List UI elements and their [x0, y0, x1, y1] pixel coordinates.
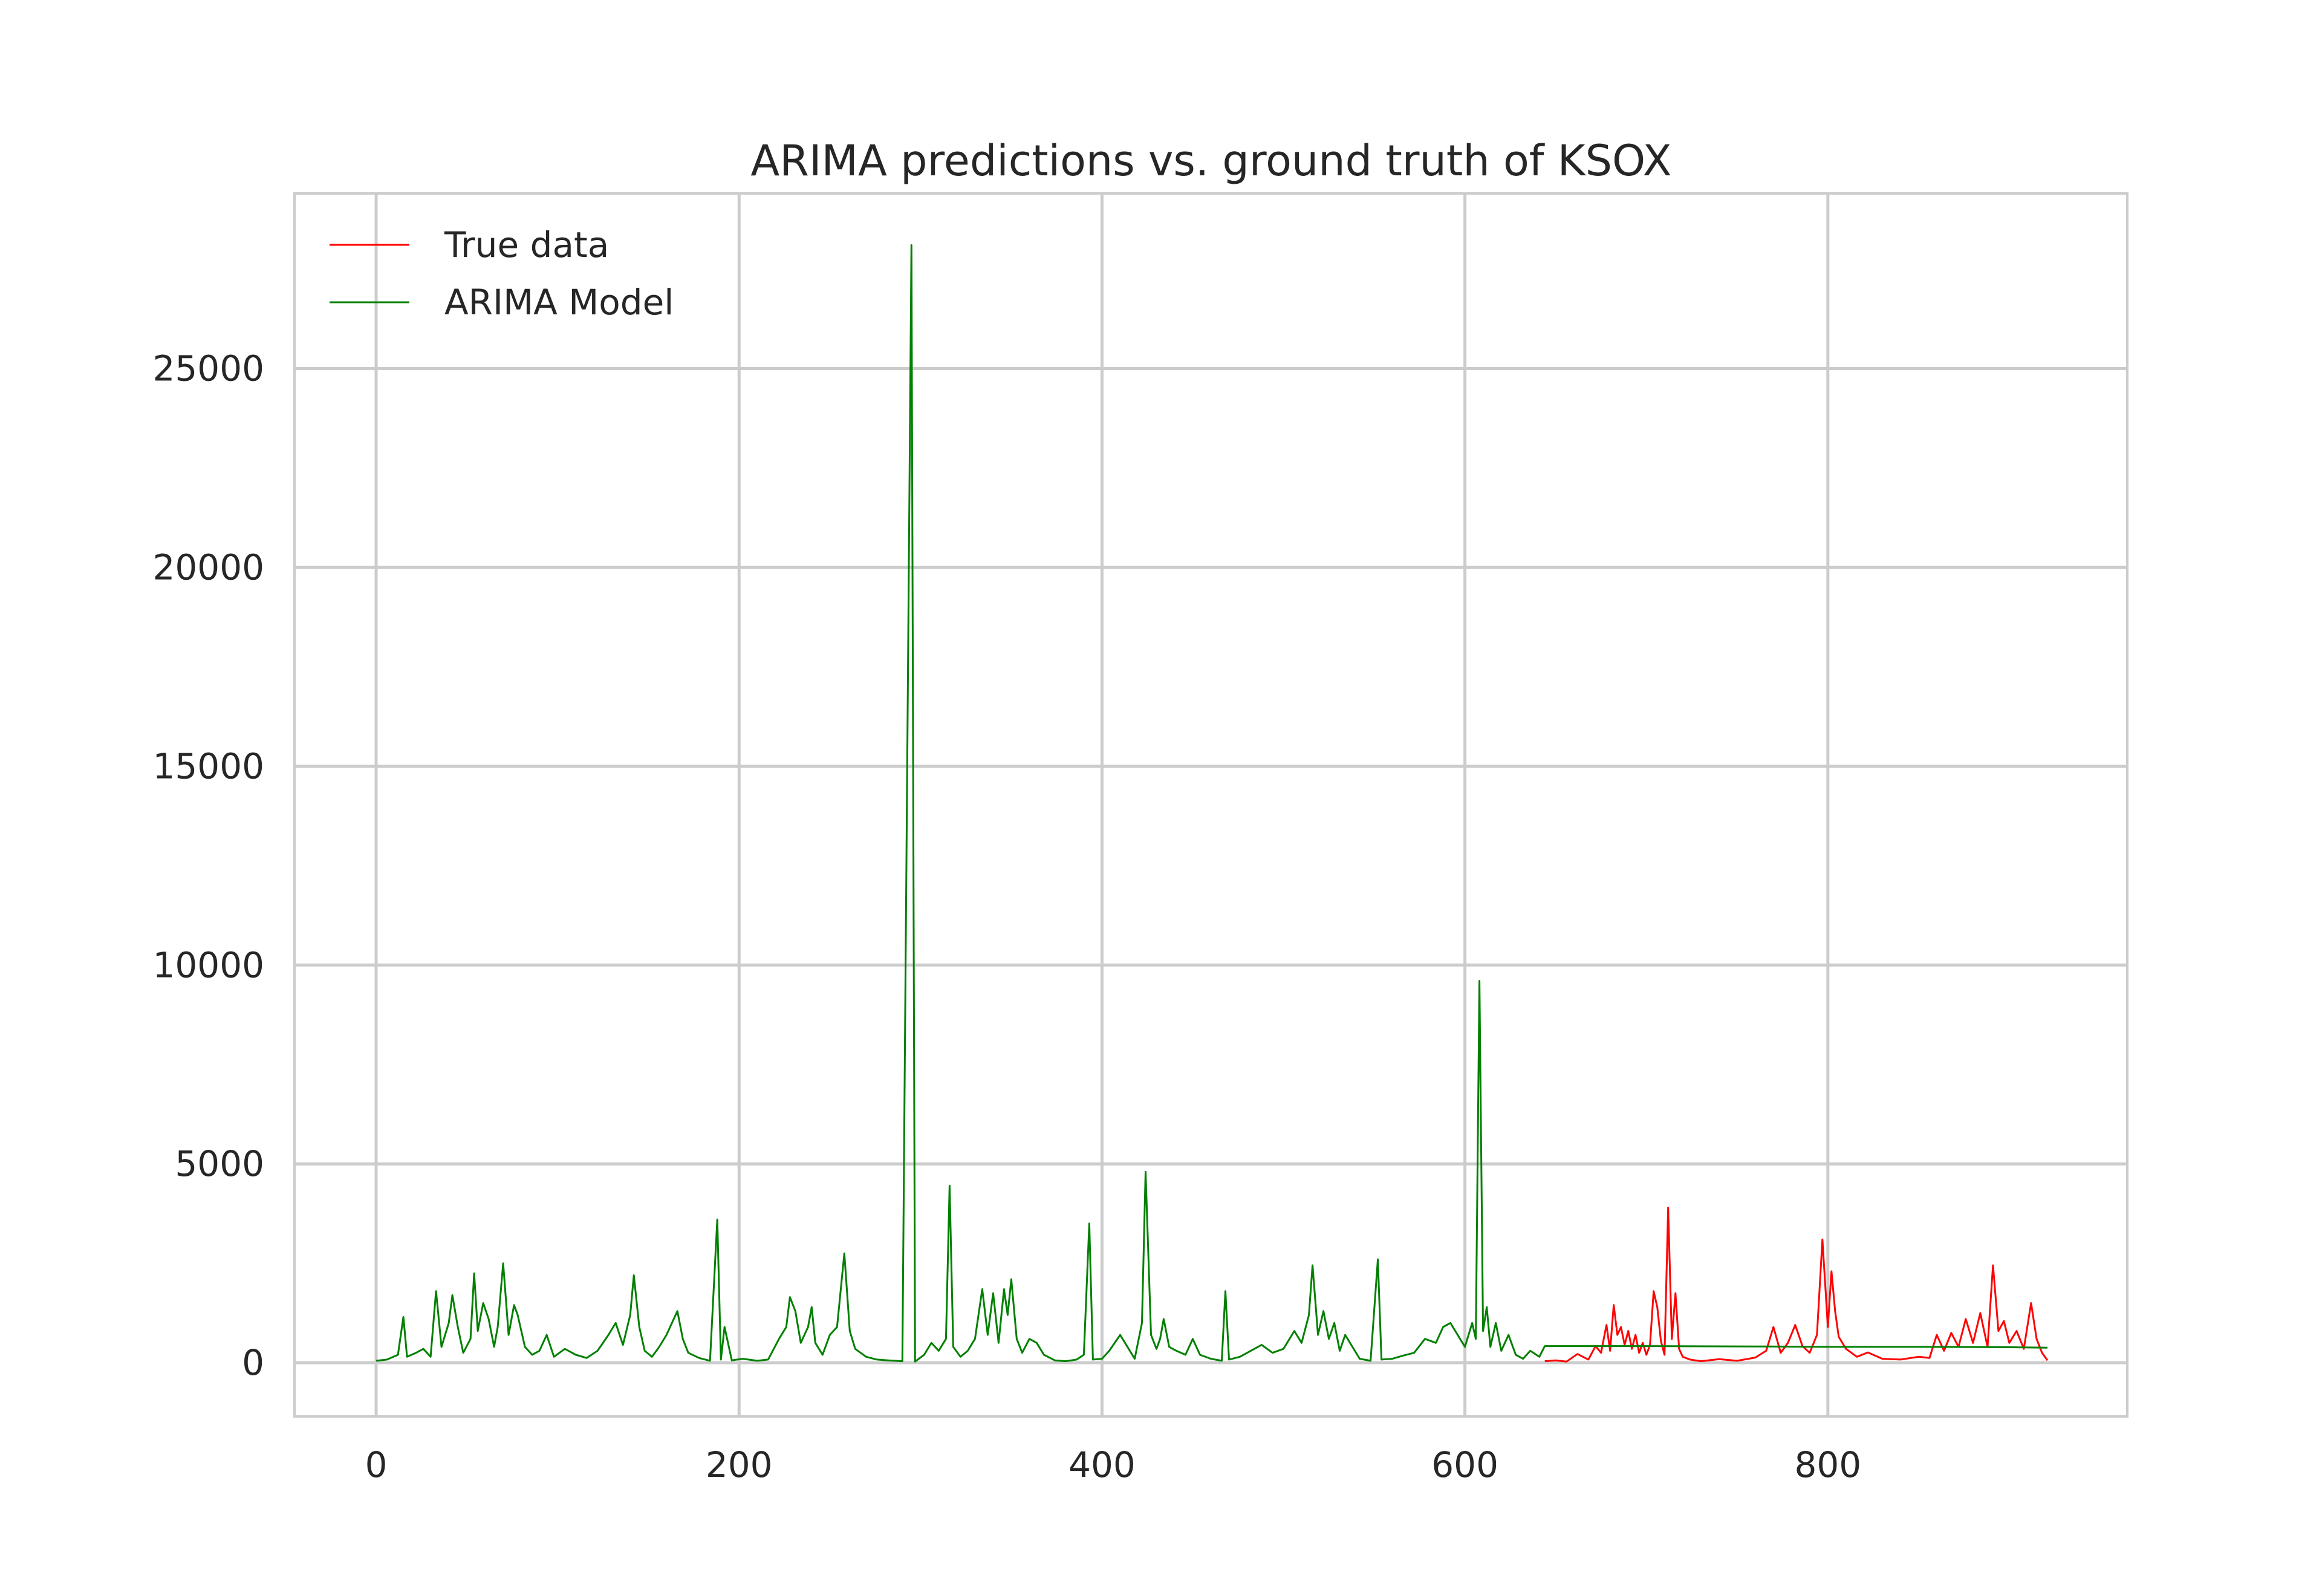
legend-label-arima-model: ARIMA Model: [444, 282, 674, 323]
plot-frame: [293, 192, 2128, 1418]
x-tick-label-600: 600: [1431, 1444, 1498, 1485]
y-tick-label-5000: 5000: [175, 1143, 264, 1184]
series-line-arima-model: [376, 244, 2048, 1363]
x-tick-label-0: 0: [365, 1444, 388, 1485]
x-tick-label-200: 200: [706, 1444, 773, 1485]
y-tick-label-0: 0: [242, 1342, 264, 1383]
legend: True data ARIMA Model: [330, 224, 674, 323]
grid-lines: [294, 193, 2127, 1416]
y-tick-label-20000: 20000: [152, 547, 264, 588]
y-tick-label-25000: 25000: [152, 348, 264, 389]
y-tick-label-15000: 15000: [152, 745, 264, 787]
x-tick-label-800: 800: [1794, 1444, 1861, 1485]
series-line-true-data: [1544, 1207, 2049, 1363]
legend-label-true-data: True data: [444, 224, 609, 265]
y-tick-label-10000: 10000: [152, 944, 264, 985]
series-lines: [376, 244, 2049, 1363]
tick-labels: 0 200 400 600 800 0 5000 10000 15000 20000 25000: [152, 348, 1861, 1485]
x-tick-label-400: 400: [1068, 1444, 1136, 1485]
chart-title: ARIMA predictions vs. ground truth of KS…: [750, 136, 1671, 186]
